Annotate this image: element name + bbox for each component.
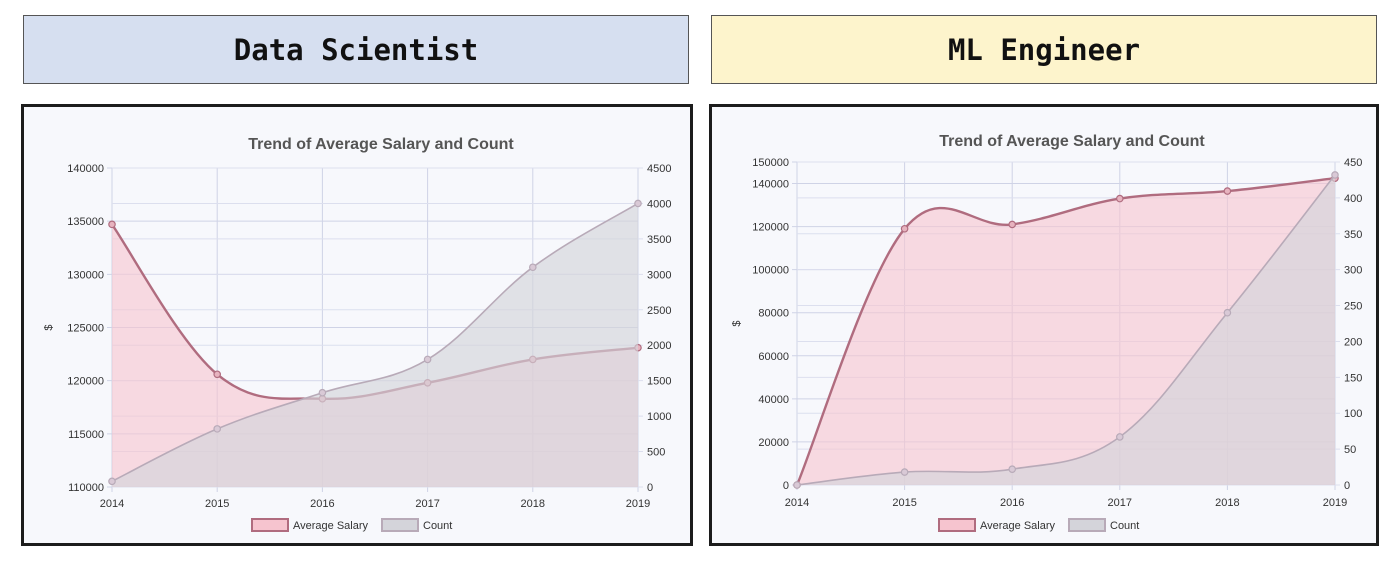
x-tick-label: 2018 <box>521 498 545 510</box>
x-tick-label: 2019 <box>626 498 650 510</box>
y-right-tick-label: 50 <box>1344 444 1356 456</box>
y-right-tick-label: 0 <box>647 482 653 494</box>
legend-item-average-salary[interactable]: Average Salary <box>938 518 1056 532</box>
y-right-tick-label: 3500 <box>647 234 671 246</box>
y-left-tick-label: 0 <box>783 480 789 492</box>
x-tick-label: 2019 <box>1323 497 1347 509</box>
count-point[interactable] <box>528 263 537 272</box>
series-count <box>793 171 1339 489</box>
count-point[interactable] <box>1115 433 1124 441</box>
legend-swatch <box>381 518 419 532</box>
legend-swatch <box>938 518 976 532</box>
y-left-tick-label: 110000 <box>68 482 104 494</box>
y-left-tick-label: 80000 <box>758 308 789 320</box>
y-right-tick-label: 3000 <box>647 269 671 281</box>
count-point[interactable] <box>213 425 222 433</box>
x-tick-label: 2014 <box>785 497 809 509</box>
chart-title: Trend of Average Salary and Count <box>939 133 1205 150</box>
count-point[interactable] <box>634 199 642 208</box>
y-right-tick-label: 450 <box>1344 157 1362 169</box>
banner-ml-engineer: ML Engineer <box>711 15 1377 84</box>
y-right-tick-label: 1000 <box>647 411 671 423</box>
salary-point[interactable] <box>900 224 909 233</box>
chart-title: Trend of Average Salary and Count <box>248 136 514 153</box>
count-area <box>112 203 638 487</box>
axis-labels: 2014 2015 2016 2017 2018 2019 0 20000 40000 60000… <box>752 157 1362 509</box>
y-left-tick-label: 135000 <box>67 216 104 228</box>
x-tick-label: 2015 <box>892 497 916 509</box>
y-right-tick-label: 500 <box>647 447 665 459</box>
count-point[interactable] <box>318 388 327 397</box>
salary-point[interactable] <box>1115 194 1124 203</box>
y-left-tick-label: 130000 <box>67 269 104 281</box>
y-left-tick-label: 150000 <box>752 157 789 169</box>
banner-title: Data Scientist <box>233 32 479 67</box>
y-right-tick-label: 4500 <box>647 163 671 175</box>
y-left-tick-label: 140000 <box>67 163 104 175</box>
chart-data-scientist: 2014 2015 2016 2017 2018 2019 110000 115000 1200… <box>43 136 671 532</box>
legend-item-count[interactable]: Count <box>1068 518 1139 532</box>
axis-labels: 2014 2015 2016 2017 2018 2019 110000 115000 1200… <box>67 163 671 510</box>
salary-point[interactable] <box>108 220 116 229</box>
y-left-tick-label: 100000 <box>752 265 789 277</box>
legend-item-count[interactable]: Count <box>381 518 452 532</box>
salary-point[interactable] <box>1223 187 1232 195</box>
legend-item-average-salary[interactable]: Average Salary <box>251 518 369 532</box>
y-right-tick-label: 350 <box>1344 229 1362 241</box>
count-point[interactable] <box>108 477 116 486</box>
legend-swatch <box>1068 518 1106 532</box>
y-right-tick-label: 1500 <box>647 376 671 388</box>
y-right-tick-label: 2000 <box>647 340 671 352</box>
x-tick-label: 2017 <box>415 498 439 510</box>
legend-label: Count <box>1110 520 1139 532</box>
chart-ml-engineer: 2014 2015 2016 2017 2018 2019 0 20000 40000 60000… <box>731 133 1362 532</box>
y-left-tick-label: 140000 <box>752 179 789 191</box>
x-tick-label: 2017 <box>1108 497 1132 509</box>
y-right-tick-label: 2500 <box>647 305 671 317</box>
count-point[interactable] <box>793 481 801 489</box>
y-left-tick-label: 60000 <box>758 351 789 363</box>
y-right-tick-label: 0 <box>1344 480 1350 492</box>
salary-point[interactable] <box>1008 220 1017 229</box>
y-left-tick-label: 125000 <box>67 323 104 335</box>
salary-point[interactable] <box>213 370 222 379</box>
x-tick-label: 2018 <box>1215 497 1239 509</box>
legend-label: Count <box>423 520 452 532</box>
chart-panel-data-scientist: 2014 2015 2016 2017 2018 2019 110000 115000 1200… <box>21 104 693 546</box>
count-line <box>111 202 639 483</box>
legend-label: Average Salary <box>293 520 369 532</box>
count-point[interactable] <box>423 355 432 364</box>
series-count <box>108 199 642 487</box>
y-left-tick-label: 40000 <box>758 394 789 406</box>
y-left-tick-label: 20000 <box>758 437 789 449</box>
y-left-tick-label: 120000 <box>67 376 104 388</box>
count-point[interactable] <box>1223 308 1232 317</box>
count-point[interactable] <box>900 468 909 476</box>
y-right-tick-label: 100 <box>1344 408 1362 420</box>
banner-data-scientist: Data Scientist <box>23 15 689 84</box>
y-right-tick-label: 400 <box>1344 193 1362 205</box>
count-area <box>797 174 1335 485</box>
count-point[interactable] <box>1008 465 1017 474</box>
y-axis-label: $ <box>43 324 55 330</box>
legend: Average Salary Count <box>251 518 452 532</box>
x-tick-label: 2015 <box>205 498 229 510</box>
legend: Average Salary Count <box>938 518 1139 532</box>
legend-swatch <box>251 518 289 532</box>
legend-label: Average Salary <box>980 520 1056 532</box>
x-tick-label: 2014 <box>100 498 124 510</box>
y-left-tick-label: 115000 <box>68 429 104 441</box>
y-axis-label: $ <box>731 320 743 326</box>
x-tick-label: 2016 <box>310 498 334 510</box>
y-right-tick-label: 300 <box>1344 265 1362 277</box>
banner-title: ML Engineer <box>947 32 1141 67</box>
x-tick-label: 2016 <box>1000 497 1024 509</box>
y-left-tick-label: 120000 <box>752 222 789 234</box>
y-right-tick-label: 150 <box>1344 372 1362 384</box>
chart-panel-ml-engineer: 2014 2015 2016 2017 2018 2019 0 20000 40000 60000… <box>709 104 1379 546</box>
count-point[interactable] <box>1331 171 1339 179</box>
y-right-tick-label: 4000 <box>647 198 671 210</box>
y-right-tick-label: 250 <box>1344 301 1362 313</box>
y-right-tick-label: 200 <box>1344 336 1362 348</box>
